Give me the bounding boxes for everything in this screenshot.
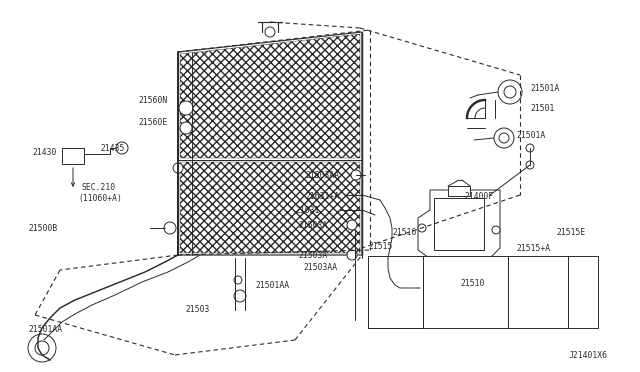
- Text: 21560E: 21560E: [139, 118, 168, 126]
- Circle shape: [526, 144, 534, 152]
- Text: SEC.210: SEC.210: [82, 183, 116, 192]
- Text: 21631+A: 21631+A: [305, 192, 339, 201]
- Circle shape: [265, 27, 275, 37]
- Circle shape: [499, 133, 509, 143]
- Text: 21501AA: 21501AA: [28, 326, 62, 334]
- Text: 21501: 21501: [530, 103, 554, 112]
- Circle shape: [173, 163, 183, 173]
- Text: 21503AA: 21503AA: [305, 170, 339, 180]
- Circle shape: [504, 86, 516, 98]
- Bar: [368, 256, 598, 328]
- Text: 21430: 21430: [32, 148, 56, 157]
- Polygon shape: [180, 34, 360, 158]
- Text: 21515+A: 21515+A: [516, 244, 550, 253]
- Circle shape: [234, 290, 246, 302]
- Circle shape: [347, 250, 357, 260]
- Text: 21503AA: 21503AA: [303, 263, 337, 272]
- Polygon shape: [178, 32, 362, 255]
- Text: 21500B: 21500B: [28, 224, 57, 232]
- Text: 21510: 21510: [460, 279, 484, 289]
- Text: 21435: 21435: [100, 144, 124, 153]
- Text: 21400F: 21400F: [464, 192, 493, 201]
- Text: 21501A: 21501A: [516, 131, 545, 140]
- Text: 21503A: 21503A: [298, 250, 327, 260]
- Bar: [434, 198, 484, 250]
- Bar: [448, 186, 470, 196]
- Text: 21501AA: 21501AA: [255, 282, 289, 291]
- Circle shape: [498, 80, 522, 104]
- Text: 21503: 21503: [185, 305, 209, 314]
- Circle shape: [116, 142, 128, 154]
- Circle shape: [179, 101, 193, 115]
- Text: 21515E: 21515E: [556, 228, 585, 237]
- Circle shape: [418, 224, 426, 232]
- Circle shape: [492, 226, 500, 234]
- Circle shape: [180, 122, 192, 134]
- Text: 21501A: 21501A: [530, 83, 559, 93]
- Text: 21631: 21631: [295, 205, 319, 215]
- Text: 21560N: 21560N: [139, 96, 168, 105]
- Circle shape: [234, 276, 242, 284]
- Circle shape: [351, 170, 361, 180]
- Polygon shape: [180, 162, 360, 253]
- Bar: [62, 148, 84, 164]
- Circle shape: [28, 334, 56, 362]
- Text: 21516: 21516: [392, 228, 417, 237]
- Polygon shape: [418, 190, 500, 270]
- Circle shape: [164, 222, 176, 234]
- Text: 21503A: 21503A: [298, 221, 327, 230]
- Text: (11060+A): (11060+A): [78, 193, 122, 202]
- Circle shape: [494, 128, 514, 148]
- Text: 21515: 21515: [368, 241, 392, 250]
- Text: J21401X6: J21401X6: [569, 352, 608, 360]
- Circle shape: [526, 161, 534, 169]
- Circle shape: [347, 220, 357, 230]
- Circle shape: [35, 341, 49, 355]
